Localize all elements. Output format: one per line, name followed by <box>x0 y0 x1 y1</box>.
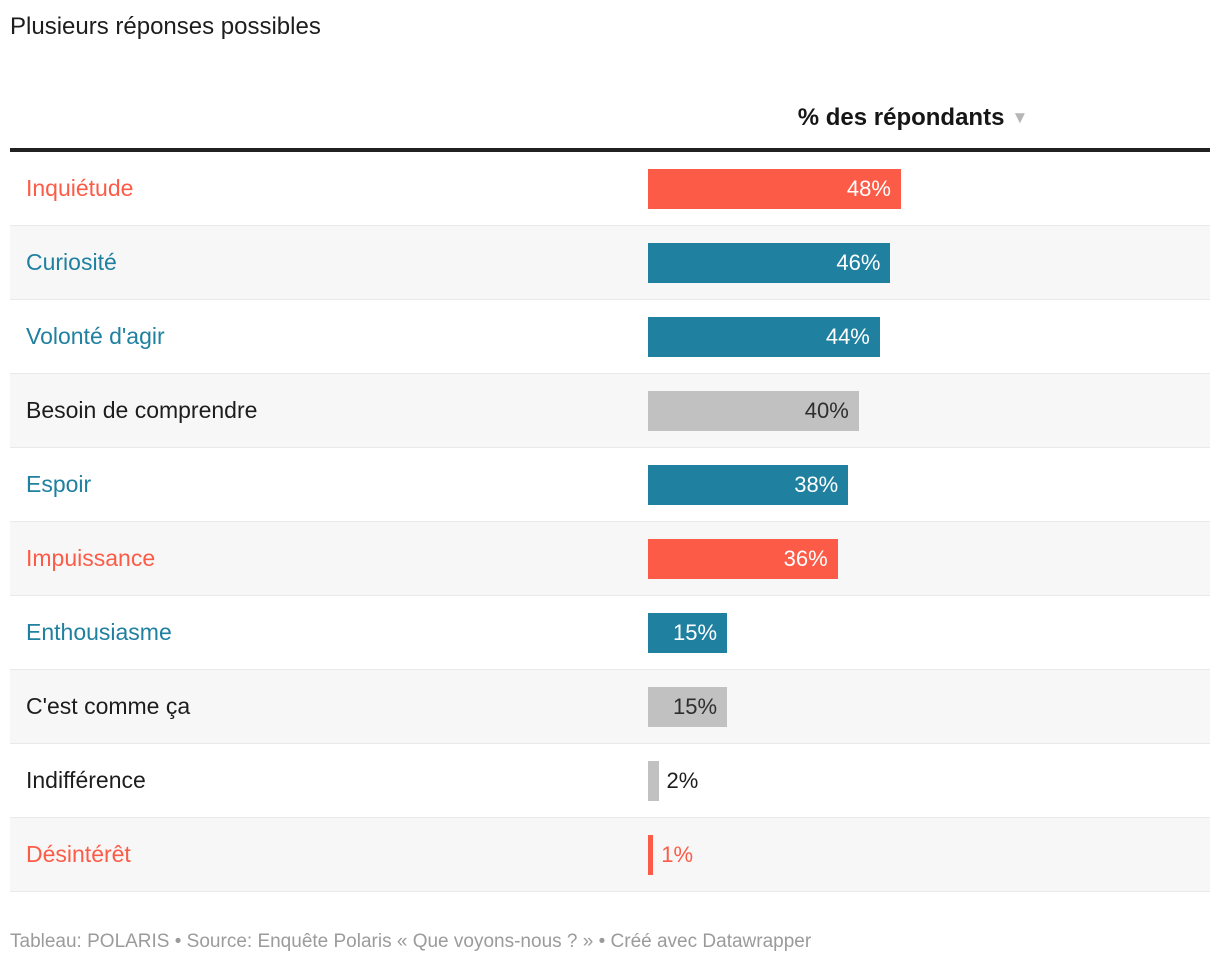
row-label: Désintérêt <box>26 841 131 867</box>
bar-cell: 40% <box>648 390 1210 431</box>
bar-value-label: 38% <box>794 471 839 497</box>
bar-cell: 1% <box>648 834 1210 875</box>
bar-cell: 48% <box>648 168 1210 209</box>
row-label: C'est comme ça <box>26 693 191 719</box>
table-row: Impuissance 36% <box>10 522 1210 596</box>
bar-value-label: 48% <box>846 175 891 201</box>
table-header-row: % des répondants ▼ <box>10 42 1210 152</box>
bar-cell: 15% <box>648 686 1210 727</box>
table-row: Enthousiasme 15% <box>10 596 1210 670</box>
bar: 15% <box>648 686 728 727</box>
bar: 38% <box>648 464 849 505</box>
column-header-percent-respondents[interactable]: % des répondants ▼ <box>648 104 1178 132</box>
bar-cell: 46% <box>648 242 1210 283</box>
row-label: Besoin de comprendre <box>26 397 258 423</box>
row-label: Impuissance <box>26 545 156 571</box>
bar-value-label: 44% <box>825 323 870 349</box>
bar-value-label: 40% <box>804 397 849 423</box>
row-label: Espoir <box>26 471 92 497</box>
row-label: Enthousiasme <box>26 619 172 645</box>
bar: 44% <box>648 316 880 357</box>
bar-value-label: 46% <box>836 249 881 275</box>
table-row: Curiosité 46% <box>10 226 1210 300</box>
bar-cell: 44% <box>648 316 1210 357</box>
bar-cell: 15% <box>648 612 1210 653</box>
bar-value-label: 15% <box>673 693 718 719</box>
bar-table: Inquiétude 48% Curiosité 46% Volonté d'a… <box>10 152 1210 892</box>
bar: 48% <box>648 168 901 209</box>
bar-value-label: 36% <box>783 545 828 571</box>
table-row: Besoin de comprendre 40% <box>10 374 1210 448</box>
attribution-footer: Tableau: POLARIS • Source: Enquête Polar… <box>10 931 812 952</box>
table-row: Espoir 38% <box>10 448 1210 522</box>
bar-value-label: 1% <box>661 841 694 867</box>
chart-title: Plusieurs réponses possibles <box>10 13 321 40</box>
column-header-label: % des répondants <box>797 104 1005 131</box>
bar <box>648 834 654 875</box>
table-row: Indifférence 2% <box>10 744 1210 818</box>
table-row: Désintérêt 1% <box>10 818 1210 892</box>
bar-cell: 2% <box>648 760 1210 801</box>
bar: 15% <box>648 612 728 653</box>
row-label: Volonté d'agir <box>26 323 165 349</box>
table-row: Volonté d'agir 44% <box>10 300 1210 374</box>
row-label: Inquiétude <box>26 175 134 201</box>
sort-descending-icon: ▼ <box>1011 108 1029 127</box>
table-row: C'est comme ça 15% <box>10 670 1210 744</box>
bar: 40% <box>648 390 859 431</box>
bar-value-label: 2% <box>666 767 699 793</box>
bar-cell: 38% <box>648 464 1210 505</box>
row-label: Curiosité <box>26 249 117 275</box>
bar: 36% <box>648 538 838 579</box>
table-row: Inquiétude 48% <box>10 152 1210 226</box>
bar-cell: 36% <box>648 538 1210 579</box>
bar: 46% <box>648 242 891 283</box>
bar <box>648 760 659 801</box>
row-label: Indifférence <box>26 767 146 793</box>
bar-value-label: 15% <box>673 619 718 645</box>
